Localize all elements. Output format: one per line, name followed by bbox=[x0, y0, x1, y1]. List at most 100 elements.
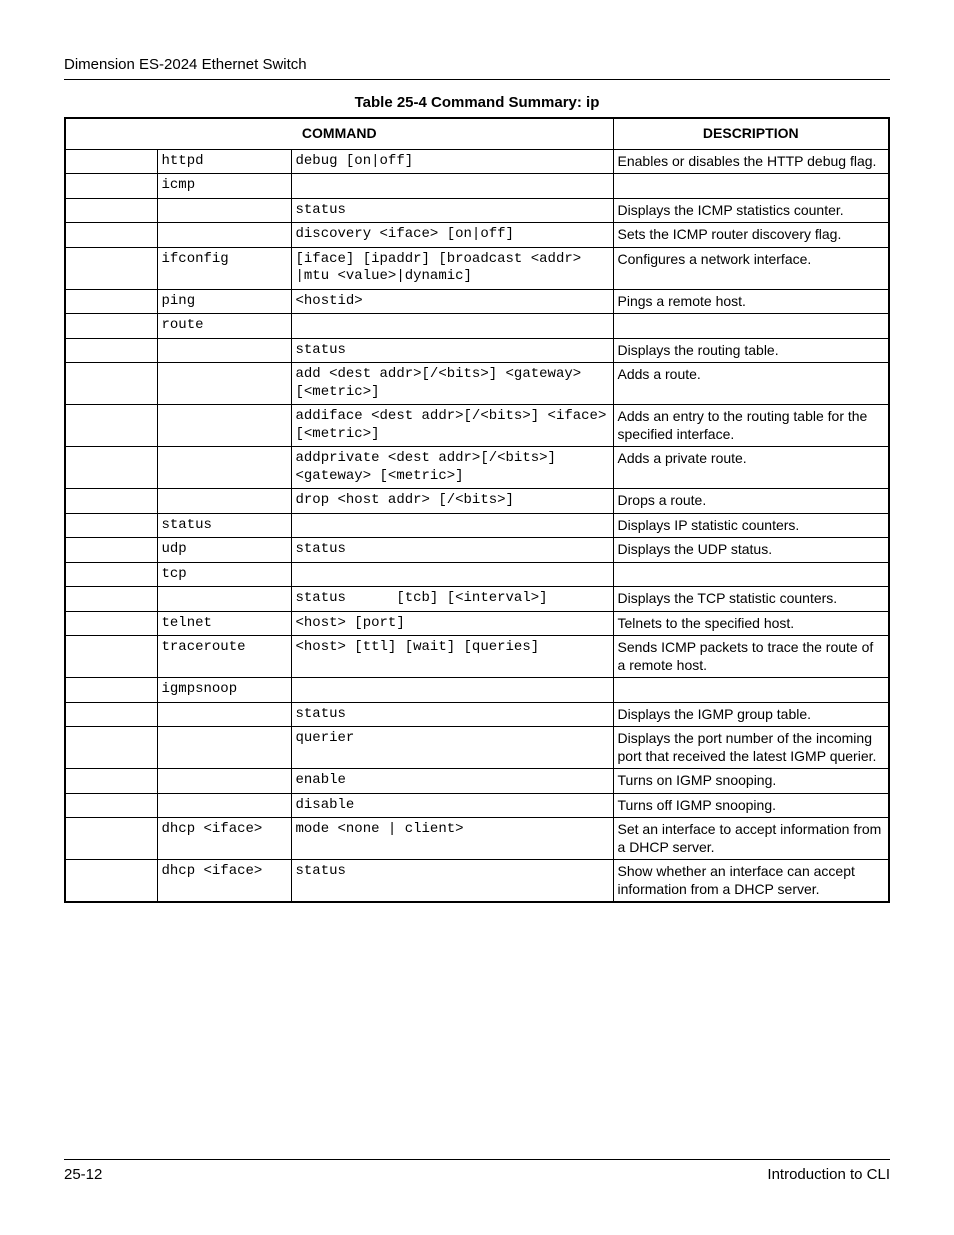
cell-description: Show whether an interface can accept inf… bbox=[613, 860, 889, 903]
table-row: traceroute<host> [ttl] [wait] [queries]S… bbox=[65, 636, 889, 678]
page-header: Dimension ES-2024 Ethernet Switch bbox=[64, 56, 890, 80]
table-row: telnet<host> [port]Telnets to the specif… bbox=[65, 611, 889, 636]
cell-subcommand: status bbox=[157, 513, 291, 538]
cell-description: Turns on IGMP snooping. bbox=[613, 769, 889, 794]
table-row: add <dest addr>[/<bits>] <gateway> [<met… bbox=[65, 363, 889, 405]
cell-subcommand: icmp bbox=[157, 174, 291, 199]
cell-arguments: querier bbox=[291, 727, 613, 769]
table-row: querierDisplays the port number of the i… bbox=[65, 727, 889, 769]
table-row: dhcp <iface>statusShow whether an interf… bbox=[65, 860, 889, 903]
table-row: discovery <iface> [on|off]Sets the ICMP … bbox=[65, 223, 889, 248]
cell-subcommand: ping bbox=[157, 289, 291, 314]
cell-col1 bbox=[65, 363, 157, 405]
cell-arguments: add <dest addr>[/<bits>] <gateway> [<met… bbox=[291, 363, 613, 405]
cell-subcommand: ifconfig bbox=[157, 247, 291, 289]
cell-description: Displays the routing table. bbox=[613, 338, 889, 363]
cell-col1 bbox=[65, 338, 157, 363]
cell-description: Displays the IGMP group table. bbox=[613, 702, 889, 727]
cell-col1 bbox=[65, 793, 157, 818]
cell-col1 bbox=[65, 636, 157, 678]
cell-subcommand bbox=[157, 769, 291, 794]
cell-col1 bbox=[65, 223, 157, 248]
cell-description: Adds a private route. bbox=[613, 447, 889, 489]
table-row: drop <host addr> [/<bits>]Drops a route. bbox=[65, 489, 889, 514]
cell-arguments: status [tcb] [<interval>] bbox=[291, 587, 613, 612]
cell-arguments: drop <host addr> [/<bits>] bbox=[291, 489, 613, 514]
cell-arguments: mode <none | client> bbox=[291, 818, 613, 860]
cell-subcommand: dhcp <iface> bbox=[157, 818, 291, 860]
cell-description: Displays the UDP status. bbox=[613, 538, 889, 563]
cell-description: Telnets to the specified host. bbox=[613, 611, 889, 636]
cell-col1 bbox=[65, 447, 157, 489]
table-row: status [tcb] [<interval>]Displays the TC… bbox=[65, 587, 889, 612]
cell-col1 bbox=[65, 818, 157, 860]
table-row: ifconfig[iface] [ipaddr] [broadcast <add… bbox=[65, 247, 889, 289]
cell-arguments: <hostid> bbox=[291, 289, 613, 314]
cell-col1 bbox=[65, 149, 157, 174]
table-row: enableTurns on IGMP snooping. bbox=[65, 769, 889, 794]
cell-arguments: status bbox=[291, 338, 613, 363]
cell-arguments: status bbox=[291, 198, 613, 223]
cell-subcommand: dhcp <iface> bbox=[157, 860, 291, 903]
cell-arguments: status bbox=[291, 702, 613, 727]
cell-arguments: <host> [ttl] [wait] [queries] bbox=[291, 636, 613, 678]
column-header-description: DESCRIPTION bbox=[613, 118, 889, 149]
cell-description: Displays the ICMP statistics counter. bbox=[613, 198, 889, 223]
cell-description: Displays the port number of the incoming… bbox=[613, 727, 889, 769]
cell-subcommand: igmpsnoop bbox=[157, 678, 291, 703]
cell-description: Adds an entry to the routing table for t… bbox=[613, 405, 889, 447]
page: Dimension ES-2024 Ethernet Switch Table … bbox=[0, 0, 954, 1235]
cell-arguments: [iface] [ipaddr] [broadcast <addr> |mtu … bbox=[291, 247, 613, 289]
cell-subcommand bbox=[157, 587, 291, 612]
cell-col1 bbox=[65, 562, 157, 587]
cell-col1 bbox=[65, 247, 157, 289]
cell-arguments: status bbox=[291, 860, 613, 903]
table-row: statusDisplays the IGMP group table. bbox=[65, 702, 889, 727]
table-row: addiface <dest addr>[/<bits>] <iface> [<… bbox=[65, 405, 889, 447]
cell-description: Set an interface to accept information f… bbox=[613, 818, 889, 860]
cell-subcommand: httpd bbox=[157, 149, 291, 174]
cell-description: Pings a remote host. bbox=[613, 289, 889, 314]
table-row: igmpsnoop bbox=[65, 678, 889, 703]
cell-description: Sends ICMP packets to trace the route of… bbox=[613, 636, 889, 678]
cell-arguments bbox=[291, 314, 613, 339]
cell-subcommand bbox=[157, 447, 291, 489]
cell-col1 bbox=[65, 769, 157, 794]
cell-col1 bbox=[65, 611, 157, 636]
cell-subcommand: tcp bbox=[157, 562, 291, 587]
cell-col1 bbox=[65, 727, 157, 769]
cell-description: Displays IP statistic counters. bbox=[613, 513, 889, 538]
cell-col1 bbox=[65, 860, 157, 903]
cell-arguments: enable bbox=[291, 769, 613, 794]
cell-col1 bbox=[65, 174, 157, 199]
cell-subcommand bbox=[157, 793, 291, 818]
table-caption: Table 25-4 Command Summary: ip bbox=[64, 94, 890, 111]
table-row: statusDisplays the ICMP statistics count… bbox=[65, 198, 889, 223]
cell-description: Drops a route. bbox=[613, 489, 889, 514]
cell-arguments: disable bbox=[291, 793, 613, 818]
column-header-command: COMMAND bbox=[65, 118, 613, 149]
footer-section-title: Introduction to CLI bbox=[767, 1166, 890, 1183]
cell-col1 bbox=[65, 289, 157, 314]
table-row: icmp bbox=[65, 174, 889, 199]
cell-col1 bbox=[65, 489, 157, 514]
cell-col1 bbox=[65, 702, 157, 727]
cell-description: Turns off IGMP snooping. bbox=[613, 793, 889, 818]
cell-arguments bbox=[291, 678, 613, 703]
cell-arguments: status bbox=[291, 538, 613, 563]
cell-arguments: <host> [port] bbox=[291, 611, 613, 636]
cell-subcommand: telnet bbox=[157, 611, 291, 636]
table-row: httpddebug [on|off]Enables or disables t… bbox=[65, 149, 889, 174]
cell-description: Adds a route. bbox=[613, 363, 889, 405]
table-row: disableTurns off IGMP snooping. bbox=[65, 793, 889, 818]
cell-description: Configures a network interface. bbox=[613, 247, 889, 289]
table-row: route bbox=[65, 314, 889, 339]
cell-arguments: addiface <dest addr>[/<bits>] <iface> [<… bbox=[291, 405, 613, 447]
cell-subcommand bbox=[157, 727, 291, 769]
cell-description: Sets the ICMP router discovery flag. bbox=[613, 223, 889, 248]
cell-subcommand: udp bbox=[157, 538, 291, 563]
cell-description: Enables or disables the HTTP debug flag. bbox=[613, 149, 889, 174]
command-table: COMMAND DESCRIPTION httpddebug [on|off]E… bbox=[64, 117, 890, 903]
cell-arguments: discovery <iface> [on|off] bbox=[291, 223, 613, 248]
cell-arguments bbox=[291, 513, 613, 538]
